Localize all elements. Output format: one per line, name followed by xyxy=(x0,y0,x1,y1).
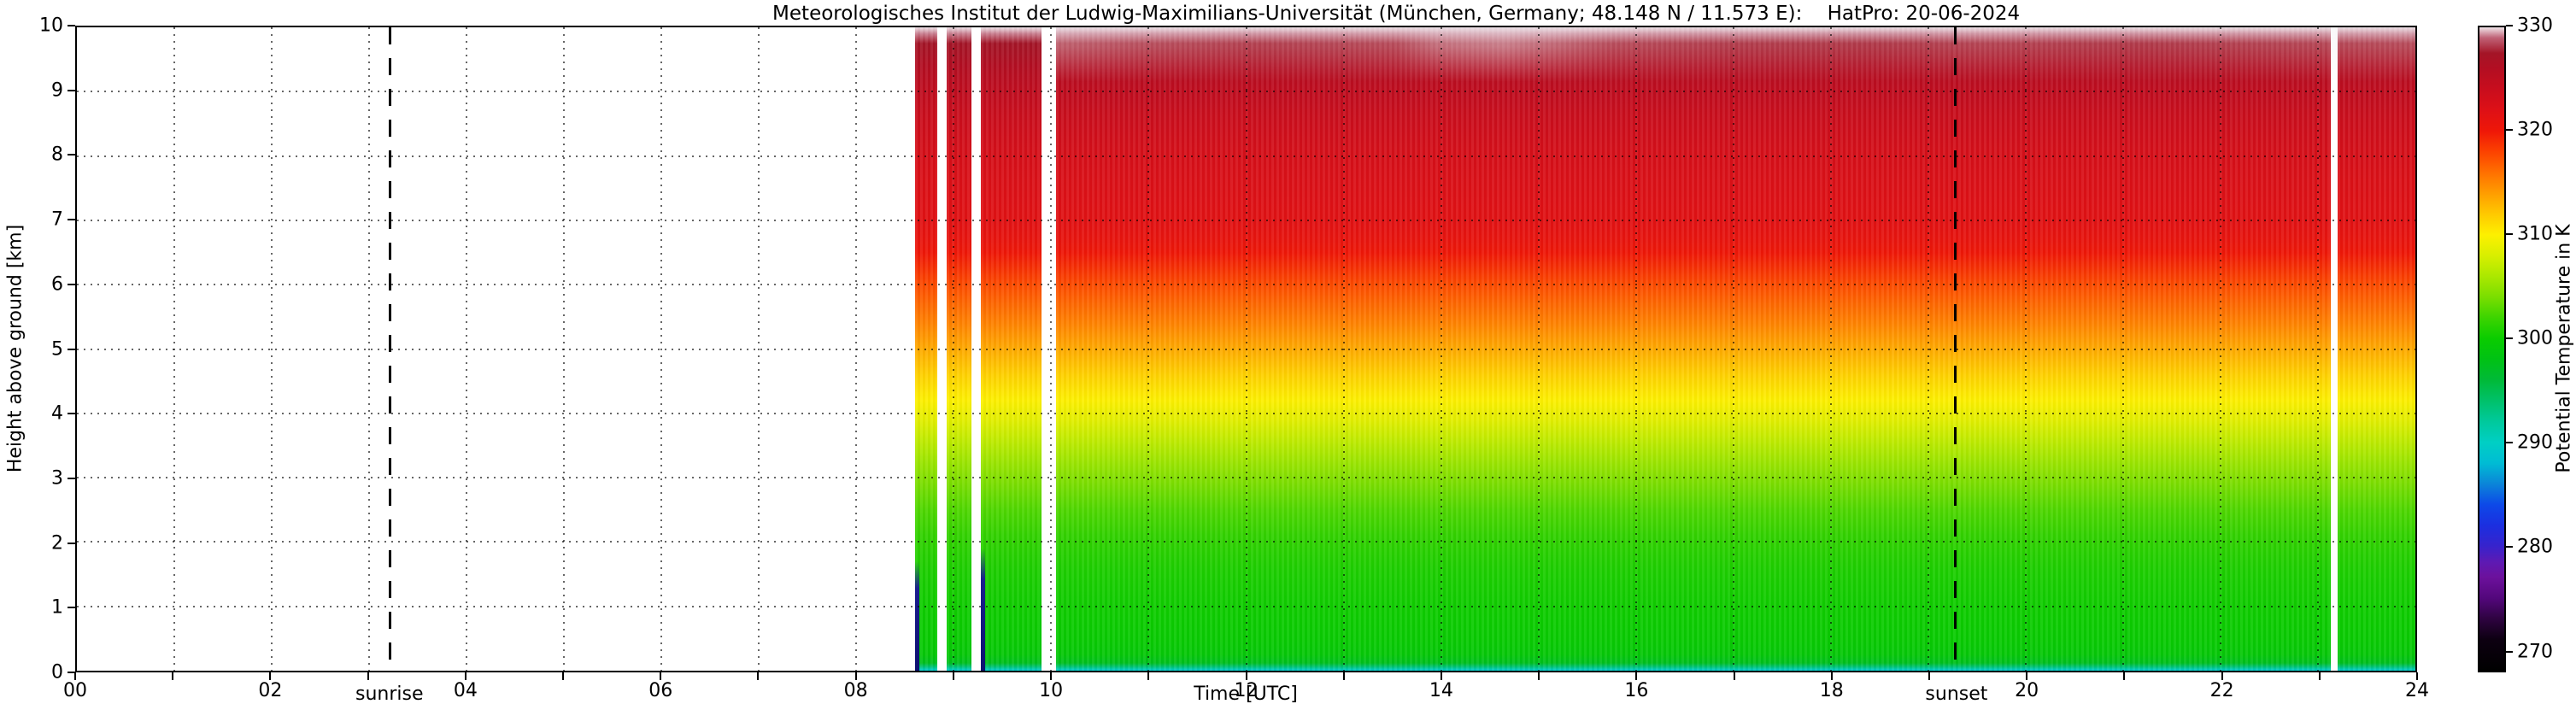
x-tick-label: 12 xyxy=(1234,680,1259,701)
x-tick xyxy=(1538,672,1540,680)
gridline-horizontal xyxy=(77,541,2415,543)
x-tick-label: 20 xyxy=(2015,680,2039,701)
colorbar-tick xyxy=(2506,442,2513,444)
x-tick xyxy=(1830,672,1833,680)
x-tick xyxy=(74,672,76,680)
x-tick-label: 06 xyxy=(648,680,673,701)
x-tick xyxy=(1635,672,1638,680)
x-tick xyxy=(1733,672,1735,680)
colorbar-tick xyxy=(2506,650,2513,653)
colorbar xyxy=(2478,26,2506,672)
y-tick xyxy=(67,672,75,673)
y-tick xyxy=(67,477,75,479)
sunset-label: sunset xyxy=(1925,683,1988,704)
x-tick xyxy=(757,672,760,680)
x-tick xyxy=(172,672,174,680)
y-tick xyxy=(67,607,75,609)
chart-title: Meteorologisches Institut der Ludwig-Max… xyxy=(772,3,2021,25)
x-tick xyxy=(854,672,857,680)
y-tick xyxy=(67,89,75,91)
x-tick xyxy=(1928,672,1930,680)
y-tick-label: 4 xyxy=(51,402,63,425)
x-tick-label: 10 xyxy=(1039,680,1064,701)
x-tick xyxy=(2416,672,2418,680)
gridline-horizontal xyxy=(77,412,2415,414)
top-haze-overlay xyxy=(1056,27,2415,82)
gridline-horizontal xyxy=(77,284,2415,286)
x-tick-label: 24 xyxy=(2405,680,2429,701)
y-tick xyxy=(67,283,75,285)
cold-artifact xyxy=(981,548,986,671)
x-tick-label: 02 xyxy=(258,680,283,701)
colorbar-tick-label: 300 xyxy=(2517,327,2553,349)
y-tick-label: 5 xyxy=(51,338,63,360)
sunrise-label: sunrise xyxy=(355,683,424,704)
x-tick-label: 16 xyxy=(1624,680,1649,701)
y-tick xyxy=(67,413,75,415)
x-tick xyxy=(2026,672,2028,680)
y-axis-label: Height above ground [km] xyxy=(4,224,26,473)
y-tick xyxy=(67,542,75,544)
x-tick xyxy=(562,672,565,680)
x-tick xyxy=(1050,672,1053,680)
x-tick-label: 04 xyxy=(453,680,478,701)
sunset-line xyxy=(1953,27,1957,671)
x-tick-label: 00 xyxy=(63,680,87,701)
x-axis-label: Time [UTC] xyxy=(1194,683,1298,704)
x-tick-label: 08 xyxy=(843,680,868,701)
gridline-horizontal xyxy=(77,605,2415,607)
y-tick-label: 7 xyxy=(51,208,63,231)
x-tick xyxy=(2123,672,2126,680)
x-tick xyxy=(367,672,369,680)
x-tick xyxy=(2221,672,2223,680)
x-tick xyxy=(1342,672,1345,680)
plot-area xyxy=(75,26,2417,672)
y-tick-label: 2 xyxy=(51,532,63,554)
colorbar-label: Potential Temperature in K xyxy=(2553,224,2575,473)
y-tick-label: 10 xyxy=(39,15,63,37)
y-tick-label: 9 xyxy=(51,79,63,102)
x-tick xyxy=(464,672,466,680)
y-tick-label: 1 xyxy=(51,596,63,619)
colorbar-tick-label: 270 xyxy=(2517,641,2553,663)
colorbar-tick-label: 280 xyxy=(2517,536,2553,558)
y-tick xyxy=(67,348,75,350)
colorbar-tick xyxy=(2506,546,2513,549)
x-tick xyxy=(1245,672,1247,680)
x-tick-label: 18 xyxy=(1819,680,1844,701)
x-tick xyxy=(2318,672,2321,680)
y-tick-label: 0 xyxy=(51,661,63,683)
y-tick-label: 3 xyxy=(51,467,63,490)
colorbar-tick xyxy=(2506,233,2513,236)
sunrise-line xyxy=(389,27,392,671)
x-tick xyxy=(952,672,954,680)
gridline-horizontal xyxy=(77,348,2415,350)
gridline-horizontal xyxy=(77,477,2415,479)
x-tick xyxy=(1440,672,1442,680)
gridline-horizontal xyxy=(77,219,2415,221)
colorbar-tick xyxy=(2506,337,2513,340)
x-tick xyxy=(269,672,272,680)
colorbar-tick-label: 330 xyxy=(2517,15,2553,37)
y-tick-label: 6 xyxy=(51,273,63,296)
y-tick-label: 8 xyxy=(51,144,63,166)
y-tick xyxy=(67,154,75,156)
x-tick-label: 22 xyxy=(2209,680,2234,701)
gridline-horizontal xyxy=(77,155,2415,157)
colorbar-tick xyxy=(2506,25,2513,26)
x-tick xyxy=(1147,672,1150,680)
gridline-horizontal xyxy=(77,91,2415,93)
cold-artifact xyxy=(914,561,919,671)
colorbar-tick xyxy=(2506,129,2513,132)
x-tick xyxy=(660,672,662,680)
y-tick xyxy=(67,25,75,26)
y-tick xyxy=(67,219,75,221)
colorbar-tick-label: 320 xyxy=(2517,119,2553,141)
x-tick-label: 14 xyxy=(1429,680,1453,701)
colorbar-tick-label: 310 xyxy=(2517,223,2553,245)
colorbar-tick-label: 290 xyxy=(2517,431,2553,454)
